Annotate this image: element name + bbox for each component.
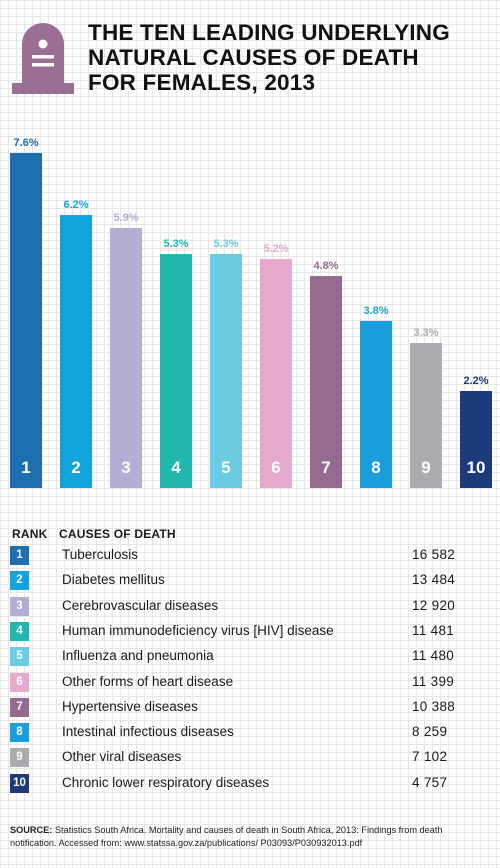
source-text: Statistics South Africa. Mortality and c… — [10, 825, 443, 848]
death-count: 10 388 — [412, 698, 456, 714]
bar-rank-label: 10 — [466, 457, 486, 477]
bar-value-label: 2.2% — [463, 375, 489, 388]
cause-name: Tuberculosis — [62, 547, 139, 562]
table-row: 4 Human immunodeficiency virus [HIV] dise… — [0, 619, 500, 644]
bar-4: 4 — [160, 254, 192, 488]
death-count: 11 399 — [412, 673, 455, 689]
cause-name: Hypertensive diseases — [62, 698, 198, 714]
source-label: SOURCE: — [10, 825, 53, 835]
table-row: 2 Diabetes mellitus 13 484 — [0, 568, 500, 593]
cause-name: Diabetes mellitus — [62, 572, 165, 588]
source-note: SOURCE: Statistics South Africa. Mortali… — [10, 824, 490, 849]
bar-1: 1 — [10, 153, 42, 488]
rank-badge: 10 — [10, 773, 29, 793]
cause-header: CAUSES OF DEATH — [59, 527, 176, 541]
bar-value-label: 5.9% — [113, 211, 139, 224]
bar-8: 8 — [360, 320, 392, 488]
death-count: 4 757 — [412, 774, 448, 790]
rank-header: RANK — [12, 527, 48, 541]
header: THE TEN LEADING UNDERLYING NATURAL CAUSE… — [0, 0, 500, 112]
bar-rank-label: 6 — [271, 457, 281, 477]
table-header: RANK CAUSES OF DEATH — [12, 527, 176, 541]
rank-badge: 4 — [10, 621, 29, 641]
bar-value-label: 3.3% — [413, 326, 439, 339]
rank-badge: 2 — [10, 571, 29, 591]
title-line-3: FOR FEMALES, 2013 — [88, 70, 316, 95]
table-row: 5 Influenza and pneumonia 11 480 — [0, 644, 500, 669]
bar-value-label: 5.3% — [213, 238, 239, 251]
death-count: 13 484 — [412, 572, 456, 588]
cause-name: Cerebrovascular diseases — [62, 597, 219, 613]
table-row: 7 Hypertensive diseases 10 388 — [0, 695, 500, 720]
bar-chart: 1 7.6% 2 6.2% 3 5.9% 4 5.3% 5 5.3% 6 5.2% 7 4.8% 8 3.8%… — [0, 112, 500, 502]
bar-rank-label: 3 — [121, 457, 131, 477]
rank-badge: 6 — [10, 672, 29, 692]
rank-badge: 8 — [10, 723, 29, 743]
table-row: 8 Intestinal infectious diseases 8 259 — [0, 720, 500, 745]
death-count: 11 481 — [412, 622, 455, 638]
cause-name: Intestinal infectious diseases — [62, 724, 234, 740]
title-line-1: THE TEN LEADING UNDERLYING — [88, 20, 450, 45]
bar-value-label: 5.2% — [263, 242, 289, 255]
bar-9: 9 — [410, 342, 442, 488]
bar-3: 3 — [110, 227, 142, 488]
bar-2: 2 — [60, 214, 92, 488]
cause-name: Other forms of heart disease — [62, 673, 234, 689]
bar-7: 7 — [310, 276, 342, 488]
death-count: 11 480 — [412, 648, 455, 664]
bar-value-label: 5.3% — [163, 238, 189, 251]
title-line-2: NATURAL CAUSES OF DEATH — [88, 45, 419, 70]
bar-rank-label: 2 — [71, 457, 81, 477]
cause-name: Human immunodeficiency virus [HIV] disea… — [62, 622, 334, 638]
bar-5: 5 — [210, 254, 242, 488]
table-row: 3 Cerebrovascular diseases 12 920 — [0, 594, 500, 619]
tombstone-icon — [12, 23, 74, 94]
rank-badge: 9 — [10, 748, 29, 768]
rank-badge: 5 — [10, 647, 29, 667]
bar-value-label: 7.6% — [13, 137, 39, 149]
bar-10: 10 — [460, 391, 492, 488]
bar-rank-label: 7 — [321, 457, 331, 477]
rank-badge: 7 — [10, 697, 29, 717]
rank-badge: 3 — [10, 596, 29, 616]
death-count: 8 259 — [412, 724, 448, 740]
cause-name: Chronic lower respiratory diseases — [62, 774, 270, 790]
table-row: 1 Tuberculosis 16 582 — [0, 543, 500, 568]
bar-rank-label: 8 — [371, 458, 381, 477]
rank-badge: 1 — [10, 546, 29, 565]
table-row: 10 Chronic lower respiratory diseases 4 75… — [0, 771, 500, 796]
death-count: 12 920 — [412, 597, 456, 613]
bar-value-label: 6.2% — [63, 198, 89, 211]
table-row: 9 Other viral diseases 7 102 — [0, 745, 500, 770]
chart-title: THE TEN LEADING UNDERLYING NATURAL CAUSE… — [88, 20, 493, 95]
bar-rank-label: 1 — [21, 458, 31, 477]
bar-rank-label: 9 — [421, 457, 431, 477]
cause-name: Influenza and pneumonia — [62, 648, 214, 664]
death-count: 7 102 — [412, 749, 448, 765]
bar-rank-label: 5 — [221, 457, 231, 477]
cause-name: Other viral diseases — [62, 749, 182, 765]
bar-value-label: 4.8% — [313, 260, 339, 273]
bar-rank-label: 4 — [171, 457, 181, 477]
death-count: 16 582 — [412, 547, 456, 562]
bar-value-label: 3.8% — [363, 304, 389, 317]
table-row: 6 Other forms of heart disease 11 399 — [0, 670, 500, 695]
bar-6: 6 — [260, 258, 292, 488]
